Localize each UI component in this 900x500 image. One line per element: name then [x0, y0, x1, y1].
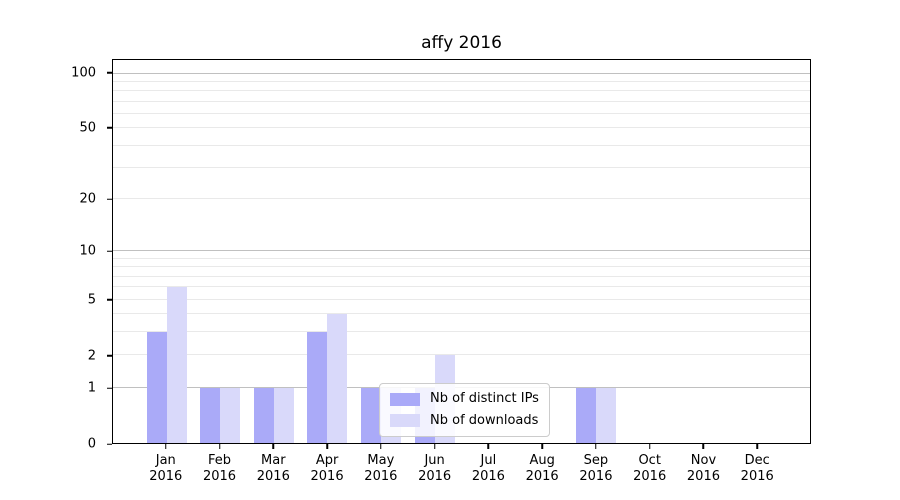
bar-downloads-sep: [595, 387, 616, 443]
bar-distinct-ips-apr: [307, 332, 328, 443]
x-tick-mark-jan: [165, 444, 167, 449]
x-tick-mark-jun: [433, 444, 436, 449]
gridline-60: [113, 113, 810, 115]
bar-distinct-ips-jan: [146, 332, 167, 443]
legend-item-distinct-ips: Nb of distinct IPs: [390, 392, 539, 406]
y-tick-label-5: 5: [87, 292, 96, 308]
y-axis: 0 1 2 5 10 20 50 100: [0, 59, 112, 451]
y-tick-mark-2: [107, 354, 112, 357]
x-tick-label-oct: Oct 2016: [633, 453, 667, 484]
bar-distinct-ips-mar: [253, 387, 274, 443]
x-axis: Jan 2016 Feb 2016 Mar 2016 Apr 2016 May 2016 Jun 20…: [112, 444, 811, 500]
bar-distinct-ips-may: [361, 387, 382, 443]
y-tick-mark-1: [107, 387, 112, 390]
gridlines-layer: [113, 60, 810, 443]
x-tick-mark-sep: [595, 444, 597, 449]
legend-label-downloads: Nb of downloads: [430, 412, 539, 428]
y-tick-label-20: 20: [79, 191, 96, 207]
gridline-70: [113, 101, 810, 102]
x-tick-mark-jul: [487, 444, 490, 449]
gridline-8: [113, 266, 810, 268]
legend-label-distinct-ips: Nb of distinct IPs: [430, 391, 539, 407]
y-tick-mark-5: [107, 299, 112, 301]
gridline-40: [113, 144, 810, 146]
gridline-10: [113, 250, 810, 252]
legend-swatch-distinct-ips: [390, 393, 420, 407]
x-tick-mark-nov: [702, 444, 705, 449]
x-tick-label-may: May 2016: [364, 453, 398, 484]
x-tick-label-jan: Jan 2016: [149, 453, 183, 484]
gridline-2: [113, 354, 810, 356]
y-tick-mark-0: [107, 443, 112, 445]
legend-swatch-downloads: [390, 414, 420, 428]
x-tick-label-dec: Dec 2016: [740, 453, 774, 484]
bar-downloads-mar: [273, 387, 294, 443]
bar-distinct-ips-sep: [575, 387, 596, 443]
y-tick-label-0: 0: [87, 436, 96, 452]
gridline-100: [113, 72, 810, 74]
gridline-50: [113, 127, 810, 129]
y-tick-label-100: 100: [71, 65, 96, 81]
gridline-3: [113, 331, 810, 333]
y-tick-label-2: 2: [87, 348, 96, 364]
legend-item-downloads: Nb of downloads: [390, 412, 539, 428]
x-tick-label-apr: Apr 2016: [310, 453, 344, 484]
x-tick-mark-dec: [756, 444, 758, 449]
x-tick-mark-feb: [218, 444, 221, 449]
gridline-9: [113, 257, 810, 259]
bar-downloads-jan: [166, 287, 187, 443]
x-tick-label-feb: Feb 2016: [202, 453, 237, 484]
y-tick-mark-20: [107, 198, 112, 200]
bar-distinct-ips-feb: [200, 387, 221, 443]
y-tick-mark-50: [107, 127, 112, 129]
bar-downloads-feb: [220, 387, 241, 443]
x-tick-mark-mar: [272, 444, 275, 449]
gridline-4: [113, 313, 810, 315]
x-tick-label-mar: Mar 2016: [256, 453, 290, 484]
x-tick-label-jul: Jul 2016: [471, 453, 505, 484]
gridline-7: [113, 275, 810, 277]
x-tick-label-nov: Nov 2016: [686, 453, 720, 484]
gridline-5: [113, 298, 810, 300]
x-tick-label-sep: Sep 2016: [579, 453, 613, 484]
gridline-20: [113, 198, 810, 200]
x-tick-label-jun: Jun 2016: [418, 453, 452, 484]
x-tick-label-aug: Aug 2016: [525, 453, 559, 484]
x-tick-mark-aug: [541, 444, 543, 449]
x-tick-mark-may: [380, 444, 382, 449]
y-tick-mark-100: [107, 72, 112, 74]
y-tick-mark-10: [107, 250, 112, 252]
y-tick-label-50: 50: [79, 120, 96, 136]
y-tick-label-1: 1: [87, 380, 96, 396]
legend: Nb of distinct IPs Nb of downloads: [379, 383, 550, 437]
x-tick-mark-oct: [648, 444, 651, 449]
gridline-90: [113, 81, 810, 83]
y-tick-label-10: 10: [79, 243, 96, 259]
gridline-30: [113, 167, 810, 169]
chart-title: affy 2016: [421, 33, 502, 53]
gridline-6: [113, 286, 810, 288]
bar-downloads-apr: [327, 314, 348, 443]
gridline-80: [113, 90, 810, 92]
plot-area: Nb of distinct IPs Nb of downloads: [112, 59, 811, 444]
x-tick-mark-apr: [326, 444, 328, 449]
